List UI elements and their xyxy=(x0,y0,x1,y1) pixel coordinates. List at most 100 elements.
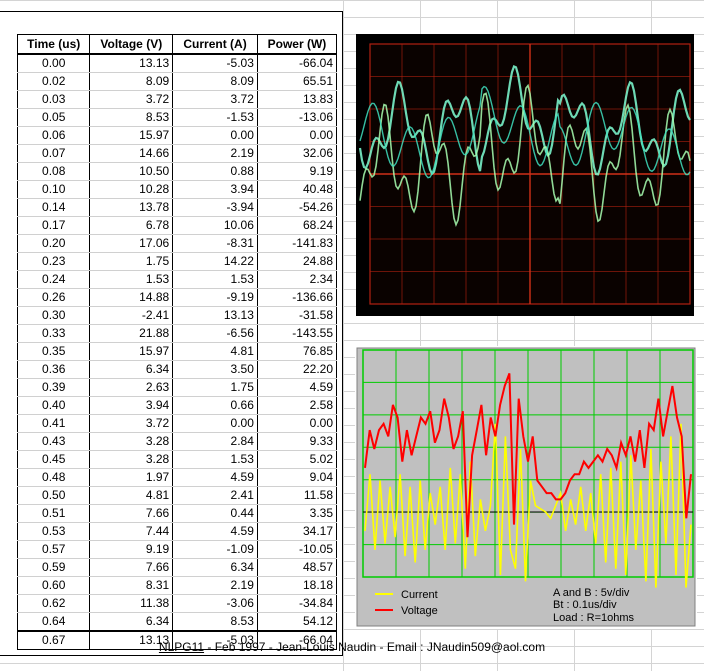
header-time: Time (us) xyxy=(16,34,91,55)
cell-current: 0.66 xyxy=(172,396,258,415)
cell-power: 0.00 xyxy=(256,414,338,433)
cell-power: 76.85 xyxy=(256,342,338,361)
cell-power: -143.55 xyxy=(256,324,338,343)
cell-power: 2.58 xyxy=(256,396,338,415)
table-row: 0.57 9.19 -1.09 -10.05 xyxy=(16,540,338,559)
cell-voltage: 10.28 xyxy=(89,180,174,199)
cell-voltage: 13.13 xyxy=(89,630,174,650)
table-row: 0.36 6.34 3.50 22.20 xyxy=(16,360,338,379)
voltage-series-line xyxy=(364,373,692,538)
cell-time: 0.00 xyxy=(16,54,91,73)
cell-time: 0.10 xyxy=(16,180,91,199)
cell-voltage: 8.09 xyxy=(89,72,174,91)
cell-current: -6.56 xyxy=(172,324,258,343)
cell-time: 0.64 xyxy=(16,612,91,632)
cell-voltage: 7.44 xyxy=(89,522,174,541)
cell-current: 2.84 xyxy=(172,432,258,451)
cell-voltage: 8.31 xyxy=(89,576,174,595)
cell-power: 9.33 xyxy=(256,432,338,451)
voltage-current-chart: Current Voltage A and B : 5v/div Bt : 0.… xyxy=(355,346,697,629)
cell-power: 48.57 xyxy=(256,558,338,577)
cell-time: 0.06 xyxy=(16,126,91,145)
annotation-timebase: Bt : 0.1us/div xyxy=(553,599,617,611)
table-row: 0.41 3.72 0.00 0.00 xyxy=(16,414,338,433)
footer-link[interactable]: NLPG11 xyxy=(158,640,205,654)
cell-voltage: 14.66 xyxy=(89,144,174,163)
cell-power: 40.48 xyxy=(256,180,338,199)
cell-current: -8.31 xyxy=(172,234,258,253)
cell-current: 1.53 xyxy=(172,270,258,289)
footer: NLPG11 - Feb 1997 - Jean-Louis Naudin - … xyxy=(0,640,704,654)
cell-power: -66.04 xyxy=(256,630,338,650)
table-header-row: Time (us) Voltage (V) Current (A) Power … xyxy=(16,34,338,55)
cell-current: -5.03 xyxy=(172,54,258,73)
cell-voltage: 1.75 xyxy=(89,252,174,271)
cell-time: 0.35 xyxy=(16,342,91,361)
cell-current: -5.03 xyxy=(172,630,258,650)
legend-voltage-label: Voltage xyxy=(401,605,438,617)
cell-voltage: 17.06 xyxy=(89,234,174,253)
cell-current: 6.34 xyxy=(172,558,258,577)
annotation-scale: A and B : 5v/div xyxy=(553,587,630,599)
cell-time: 0.59 xyxy=(16,558,91,577)
cell-power: 34.17 xyxy=(256,522,338,541)
table-row: 0.02 8.09 8.09 65.51 xyxy=(16,72,338,91)
cell-power: -66.04 xyxy=(256,54,338,73)
cell-voltage: 1.97 xyxy=(89,468,174,487)
cell-current: 3.72 xyxy=(172,90,258,109)
cell-voltage: 13.13 xyxy=(89,54,174,73)
table-row: 0.14 13.78 -3.94 -54.26 xyxy=(16,198,338,217)
cell-current: -1.09 xyxy=(172,540,258,559)
cell-voltage: 3.72 xyxy=(89,414,174,433)
table-row: 0.33 21.88 -6.56 -143.55 xyxy=(16,324,338,343)
cell-current: 4.59 xyxy=(172,468,258,487)
cell-power: 2.34 xyxy=(256,270,338,289)
cell-time: 0.45 xyxy=(16,450,91,469)
cell-voltage: 3.28 xyxy=(89,450,174,469)
cell-current: 4.59 xyxy=(172,522,258,541)
table-row: 0.03 3.72 3.72 13.83 xyxy=(16,90,338,109)
cell-current: 3.50 xyxy=(172,360,258,379)
cell-current: 14.22 xyxy=(172,252,258,271)
cell-current: 13.13 xyxy=(172,306,258,325)
table-row: 0.07 14.66 2.19 32.06 xyxy=(16,144,338,163)
cell-time: 0.30 xyxy=(16,306,91,325)
footer-text: - Feb 1997 - Jean-Louis Naudin - Email :… xyxy=(204,640,546,654)
header-current: Current (A) xyxy=(172,34,258,55)
cell-current: 0.00 xyxy=(172,126,258,145)
cell-power: 65.51 xyxy=(256,72,338,91)
cell-voltage: 6.34 xyxy=(89,612,174,632)
cell-time: 0.07 xyxy=(16,144,91,163)
cell-current: 0.88 xyxy=(172,162,258,181)
table-row: 0.50 4.81 2.41 11.58 xyxy=(16,486,338,505)
cell-power: 5.02 xyxy=(256,450,338,469)
cell-voltage: 21.88 xyxy=(89,324,174,343)
cell-time: 0.14 xyxy=(16,198,91,217)
cell-power: 4.59 xyxy=(256,378,338,397)
cell-power: 9.04 xyxy=(256,468,338,487)
cell-time: 0.67 xyxy=(16,630,91,650)
cell-power: 22.20 xyxy=(256,360,338,379)
cell-voltage: 2.63 xyxy=(89,378,174,397)
cell-power: 32.06 xyxy=(256,144,338,163)
cell-current: 2.19 xyxy=(172,576,258,595)
cell-current: 0.44 xyxy=(172,504,258,523)
cell-voltage: 6.78 xyxy=(89,216,174,235)
cell-current: 1.75 xyxy=(172,378,258,397)
table-row: 0.67 13.13 -5.03 -66.04 xyxy=(16,630,338,650)
cell-voltage: 6.34 xyxy=(89,360,174,379)
table-row: 0.59 7.66 6.34 48.57 xyxy=(16,558,338,577)
cell-power: 3.35 xyxy=(256,504,338,523)
cell-power: 24.88 xyxy=(256,252,338,271)
table-row: 0.60 8.31 2.19 18.18 xyxy=(16,576,338,595)
current-series-line xyxy=(364,423,692,588)
cell-current: 4.81 xyxy=(172,342,258,361)
cell-time: 0.23 xyxy=(16,252,91,271)
table-row: 0.24 1.53 1.53 2.34 xyxy=(16,270,338,289)
cell-voltage: 3.28 xyxy=(89,432,174,451)
cell-current: 8.09 xyxy=(172,72,258,91)
cell-time: 0.03 xyxy=(16,90,91,109)
cell-voltage: 7.66 xyxy=(89,558,174,577)
cell-voltage: 14.88 xyxy=(89,288,174,307)
cell-time: 0.50 xyxy=(16,486,91,505)
